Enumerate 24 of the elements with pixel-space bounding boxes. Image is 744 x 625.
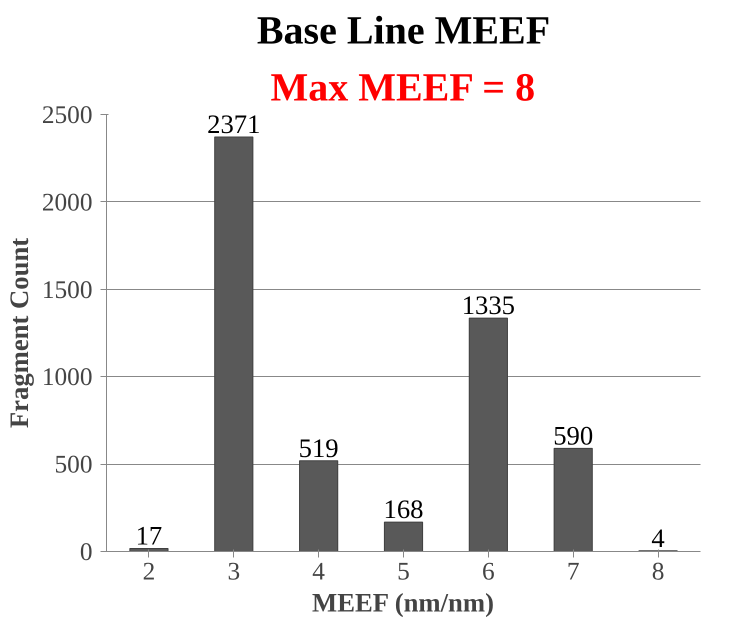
- x-axis-title: MEEF (nm/nm): [312, 588, 494, 618]
- y-tick-label: 2000: [42, 188, 92, 216]
- data-label: 168: [384, 494, 424, 524]
- x-tick-label: 6: [482, 558, 495, 586]
- chart-title: Base Line MEEF: [256, 8, 550, 52]
- y-tick-label: 1000: [42, 363, 92, 392]
- x-tick-label: 8: [652, 558, 664, 586]
- data-label: 17: [136, 520, 162, 551]
- y-tick-label: 1500: [42, 276, 92, 304]
- y-axis-title: Fragment Count: [4, 238, 34, 428]
- x-tick-label: 7: [566, 558, 580, 586]
- chart-subtitle: Max MEEF = 8: [270, 64, 536, 110]
- data-label: 590: [553, 420, 594, 450]
- x-tick-label: 4: [312, 558, 326, 586]
- x-tick-label: 3: [227, 558, 240, 586]
- y-tick-label: 2500: [42, 101, 92, 129]
- data-label: 4: [651, 522, 665, 553]
- data-label: 2371: [207, 109, 260, 140]
- y-tick-label: 0: [80, 538, 93, 566]
- x-tick-label: 2: [142, 558, 156, 586]
- data-label: 519: [298, 432, 339, 463]
- y-tick-label: 500: [54, 450, 93, 479]
- data-label: 1335: [462, 290, 516, 320]
- x-tick-label: 5: [397, 558, 410, 586]
